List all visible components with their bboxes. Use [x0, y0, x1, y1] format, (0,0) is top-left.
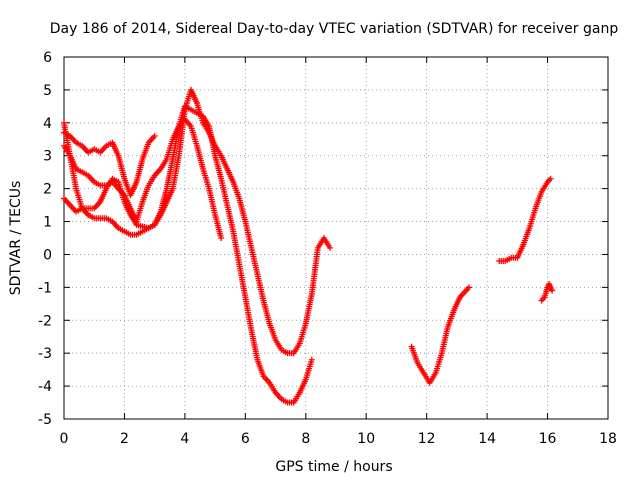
- x-axis-label: GPS time / hours: [275, 459, 392, 475]
- y-tick-label: -5: [38, 412, 52, 428]
- y-tick-label: -1: [38, 280, 52, 296]
- y-tick-label: 5: [43, 83, 52, 99]
- plot-frame: [63, 56, 609, 420]
- x-tick-label: 4: [180, 431, 189, 447]
- data-point: [218, 235, 225, 241]
- series-arc-6: [496, 175, 554, 265]
- x-tick-label: 0: [60, 431, 69, 447]
- x-tick-label: 14: [478, 431, 496, 447]
- x-tick-label: 12: [418, 431, 436, 447]
- y-tick-label: 3: [43, 149, 52, 165]
- chart-title: Day 186 of 2014, Sidereal Day-to-day VTE…: [50, 21, 619, 37]
- y-tick-label: -4: [38, 379, 52, 395]
- x-tick-label: 10: [357, 431, 375, 447]
- y-tick-label: -2: [38, 313, 52, 329]
- data-point: [547, 175, 554, 182]
- data-point: [326, 244, 333, 251]
- x-tick-label: 6: [241, 431, 250, 447]
- x-tick-label: 16: [539, 431, 557, 447]
- y-tick-label: 4: [43, 116, 52, 132]
- x-tick-label: 8: [301, 431, 310, 447]
- series-arc-7: [538, 281, 556, 304]
- series-arc-1: [61, 116, 225, 241]
- data-point: [151, 132, 158, 139]
- y-tick-label: 1: [43, 215, 52, 231]
- data-point: [465, 284, 472, 291]
- data-point: [549, 287, 556, 294]
- grid: [64, 57, 608, 419]
- y-tick-label: -3: [38, 346, 52, 362]
- y-tick-label: 0: [43, 247, 52, 263]
- data-point: [308, 356, 315, 363]
- y-tick-label: 2: [43, 182, 52, 198]
- series-arc-4: [61, 86, 333, 357]
- x-tick-label: 2: [120, 431, 129, 447]
- data-marks: [61, 86, 556, 406]
- y-axis-label: SDTVAR / TECUs: [8, 181, 24, 296]
- series-arc-5: [408, 284, 472, 386]
- y-tick-label: 6: [43, 50, 52, 66]
- x-tick-label: 18: [599, 431, 617, 447]
